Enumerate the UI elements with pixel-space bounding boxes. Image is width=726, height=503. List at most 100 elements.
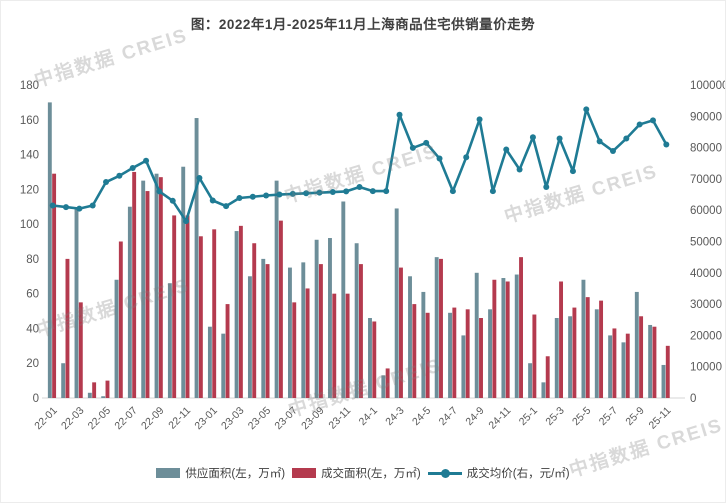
price-point bbox=[209, 197, 216, 204]
sales-bar bbox=[559, 281, 564, 398]
supply-bar bbox=[368, 318, 372, 398]
supply-bar bbox=[488, 309, 493, 398]
price-point bbox=[503, 146, 510, 153]
sales-bar bbox=[665, 345, 670, 398]
x-axis-tick-label: 25-11 bbox=[647, 405, 674, 432]
sales-bar bbox=[52, 173, 57, 398]
x-axis-tick-label: 22-09 bbox=[139, 405, 167, 433]
price-point bbox=[289, 190, 296, 197]
supply-bar bbox=[114, 279, 119, 398]
supply-bar bbox=[154, 173, 159, 398]
right-axis-tick-label: 20000 bbox=[690, 330, 722, 342]
price-point bbox=[623, 135, 630, 142]
supply-bar bbox=[207, 326, 212, 398]
right-axis-tick-label: 40000 bbox=[690, 268, 722, 280]
price-point bbox=[369, 188, 376, 195]
supply-bar bbox=[528, 363, 533, 398]
x-axis-tick-label: 25-1 bbox=[517, 405, 540, 428]
sales-bar bbox=[185, 215, 190, 398]
supply-bar bbox=[61, 363, 66, 398]
sales-bar bbox=[172, 215, 177, 398]
price-point bbox=[649, 117, 656, 124]
right-axis-tick-label: 0 bbox=[690, 393, 696, 405]
supply-bar bbox=[301, 262, 306, 398]
price-point bbox=[476, 116, 483, 123]
right-axis-tick-label: 50000 bbox=[690, 237, 722, 249]
x-axis-tick-label: 24-3 bbox=[383, 405, 406, 428]
supply-bar bbox=[434, 257, 439, 398]
supply-bar bbox=[408, 276, 412, 398]
x-axis-tick-label: 24-1 bbox=[357, 405, 380, 428]
supply-bar bbox=[274, 180, 279, 398]
price-point bbox=[223, 203, 230, 210]
price-point bbox=[636, 121, 643, 128]
price-point bbox=[609, 148, 616, 155]
sales-bar bbox=[92, 382, 97, 398]
sales-bar bbox=[385, 368, 390, 398]
right-axis-tick-label: 90000 bbox=[690, 111, 722, 123]
sales-bar bbox=[225, 304, 230, 398]
sales-bar bbox=[292, 302, 297, 398]
price-point bbox=[76, 205, 83, 212]
sales-bar bbox=[198, 236, 203, 398]
supply-bar bbox=[541, 382, 546, 398]
price-point bbox=[249, 193, 256, 200]
supply-bar bbox=[568, 316, 573, 398]
x-axis-tick-label: 25-5 bbox=[570, 405, 593, 428]
sales-bar bbox=[399, 267, 403, 398]
supply-bar bbox=[354, 243, 359, 398]
sales-bar bbox=[505, 281, 510, 398]
sales-bar bbox=[412, 304, 417, 398]
supply-bar bbox=[648, 324, 653, 398]
left-axis-tick-label: 0 bbox=[33, 393, 39, 405]
supply-bar bbox=[594, 309, 599, 398]
supply-bar bbox=[101, 396, 106, 398]
left-axis-tick-label: 20 bbox=[26, 358, 39, 370]
sales-bar bbox=[425, 312, 430, 398]
legend-item-supply: 供应面积(左，万㎡) bbox=[156, 465, 285, 481]
left-axis-tick-label: 40 bbox=[26, 323, 39, 335]
price-point bbox=[236, 194, 243, 201]
supply-bar bbox=[194, 118, 199, 399]
supply-bar bbox=[381, 375, 386, 398]
price-point bbox=[183, 218, 190, 225]
price-point bbox=[263, 192, 270, 199]
sales-bar bbox=[118, 241, 123, 398]
sales-bar bbox=[532, 314, 537, 398]
sales-bar bbox=[345, 293, 350, 398]
sales-bar bbox=[305, 288, 310, 398]
supply-bar bbox=[167, 283, 172, 398]
price-point bbox=[543, 184, 550, 191]
sales-bar bbox=[158, 177, 163, 398]
right-axis-tick-label: 60000 bbox=[690, 205, 722, 217]
supply-bar bbox=[328, 238, 332, 398]
x-axis-tick-label: 23-11 bbox=[326, 405, 353, 432]
sales-bar bbox=[359, 264, 363, 398]
supply-bar bbox=[461, 335, 466, 398]
sales-bar bbox=[105, 380, 110, 398]
supply-bar bbox=[661, 364, 666, 398]
sales-bar bbox=[278, 220, 283, 398]
x-axis-tick-label: 24-7 bbox=[437, 405, 460, 428]
left-axis-tick-label: 180 bbox=[20, 80, 39, 92]
legend-item-price: 成交均价(右，元/㎡) bbox=[427, 465, 570, 481]
x-axis-tick-label: 23-03 bbox=[219, 405, 247, 433]
chart-title: 图：2022年1月-2025年11月上海商品住宅供销量价走势 bbox=[190, 17, 536, 32]
supply-swatch-icon bbox=[156, 468, 181, 478]
left-axis-tick-label: 100 bbox=[20, 219, 39, 231]
right-axis-tick-label: 30000 bbox=[690, 299, 722, 311]
legend-supply-label: 供应面积(左，万㎡) bbox=[185, 468, 286, 480]
right-axis-tick-label: 80000 bbox=[690, 143, 722, 155]
sales-bar bbox=[612, 328, 617, 398]
sales-bar bbox=[318, 264, 323, 398]
supply-bar bbox=[554, 318, 559, 398]
sales-bar bbox=[479, 318, 483, 398]
legend-item-sales: 成交面积(左，万㎡) bbox=[292, 465, 421, 481]
price-point bbox=[63, 204, 70, 211]
price-point bbox=[316, 189, 323, 196]
sales-bar bbox=[652, 326, 657, 398]
sales-bar bbox=[238, 225, 243, 398]
left-axis-tick-label: 140 bbox=[20, 150, 39, 162]
price-point bbox=[89, 202, 96, 209]
x-axis-tick-label: 25-7 bbox=[597, 405, 620, 428]
